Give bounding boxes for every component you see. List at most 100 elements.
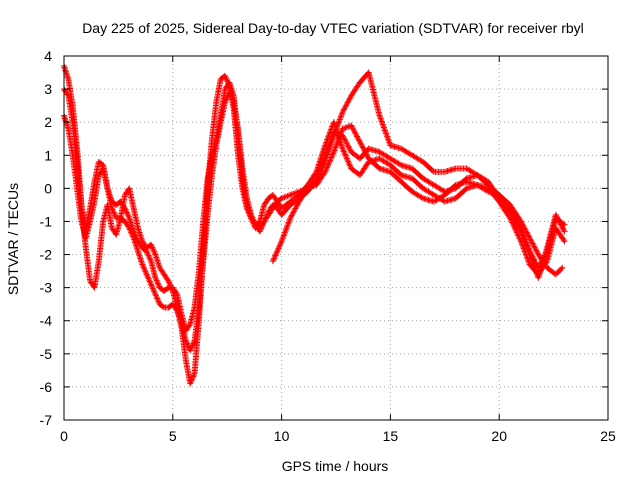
data-point (561, 238, 568, 245)
axis-ticks: 0 5 10 15 20 25 -7 -6 -5 -4 -3 -2 -1 0 1 2 3 4 (40, 48, 616, 444)
data-point (142, 268, 149, 275)
data-point (333, 141, 340, 148)
data-point (316, 166, 323, 173)
data-point (524, 242, 531, 249)
data-point (507, 215, 514, 222)
data-point (281, 231, 288, 238)
data-point (273, 251, 280, 258)
data-point (264, 209, 271, 216)
data-point (110, 208, 117, 215)
data-point (385, 136, 392, 143)
data-point (173, 289, 180, 296)
data-point (328, 136, 335, 143)
data-point (515, 233, 522, 240)
data-point (309, 183, 316, 190)
data-point (339, 145, 346, 152)
data-point (222, 99, 229, 106)
data-point (125, 213, 132, 220)
data-point (321, 153, 328, 160)
data-point (286, 216, 293, 223)
data-point (376, 112, 383, 119)
data-point (519, 221, 526, 228)
data-point (275, 245, 282, 252)
data-point (144, 272, 151, 279)
data-point (521, 225, 528, 232)
data-point (559, 264, 566, 271)
data-point (345, 143, 352, 150)
data-point (334, 140, 341, 147)
data-point (362, 148, 369, 155)
data-point (287, 191, 294, 198)
data-point (541, 252, 548, 259)
data-point (536, 263, 543, 270)
data-point (536, 262, 543, 269)
data-point (291, 190, 298, 197)
data-point (111, 210, 118, 217)
y-tick-label: 4 (44, 48, 52, 64)
data-point (143, 271, 150, 278)
x-tick-label: 0 (60, 428, 68, 444)
data-point (330, 129, 337, 136)
y-tick-label: 0 (44, 180, 52, 196)
series-track-4 (269, 122, 566, 278)
data-point (64, 91, 71, 98)
data-point (343, 139, 350, 146)
data-point (248, 211, 255, 218)
data-point (384, 133, 391, 140)
data-point (290, 209, 297, 216)
data-point (222, 72, 229, 79)
data-point (344, 157, 351, 163)
data-point (356, 139, 363, 146)
data-point (344, 99, 351, 106)
data-point (354, 133, 361, 140)
data-point (259, 222, 266, 229)
data-point (139, 261, 146, 268)
data-point (249, 214, 256, 221)
data-point (525, 257, 532, 264)
data-point (396, 161, 403, 168)
data-point (121, 203, 128, 210)
data-point (143, 248, 150, 255)
data-point (560, 236, 567, 243)
data-point (380, 122, 387, 129)
data-point (151, 248, 158, 255)
data-point (528, 239, 535, 246)
data-point (143, 269, 150, 276)
data-point (139, 262, 146, 269)
data-point (530, 255, 537, 262)
data-point (523, 252, 530, 259)
data-point (348, 122, 355, 129)
data-point (189, 343, 196, 350)
data-point (349, 125, 356, 132)
data-point (151, 289, 158, 296)
data-point (153, 294, 160, 301)
data-point (377, 114, 384, 121)
data-point (272, 252, 279, 259)
data-point (336, 116, 343, 123)
data-point (345, 98, 352, 105)
data-point (284, 222, 291, 229)
data-point (248, 213, 255, 220)
data-point (327, 156, 334, 163)
data-point (339, 125, 346, 132)
data-point (359, 144, 366, 151)
data-point (350, 126, 357, 133)
data-point (342, 151, 349, 158)
data-point (343, 140, 350, 147)
data-point (323, 149, 330, 156)
data-point (155, 298, 162, 305)
y-tick-label: 3 (44, 81, 52, 97)
data-point (273, 249, 280, 256)
data-point (343, 102, 350, 109)
data-point (154, 296, 161, 303)
data-point (364, 152, 371, 159)
data-point (327, 137, 334, 144)
data-point (526, 246, 533, 253)
data-point (357, 140, 364, 147)
data-point (523, 240, 530, 247)
data-point (153, 292, 160, 299)
data-point (326, 158, 333, 165)
data-point (190, 373, 197, 380)
data-point (346, 146, 353, 153)
data-point (325, 161, 332, 168)
